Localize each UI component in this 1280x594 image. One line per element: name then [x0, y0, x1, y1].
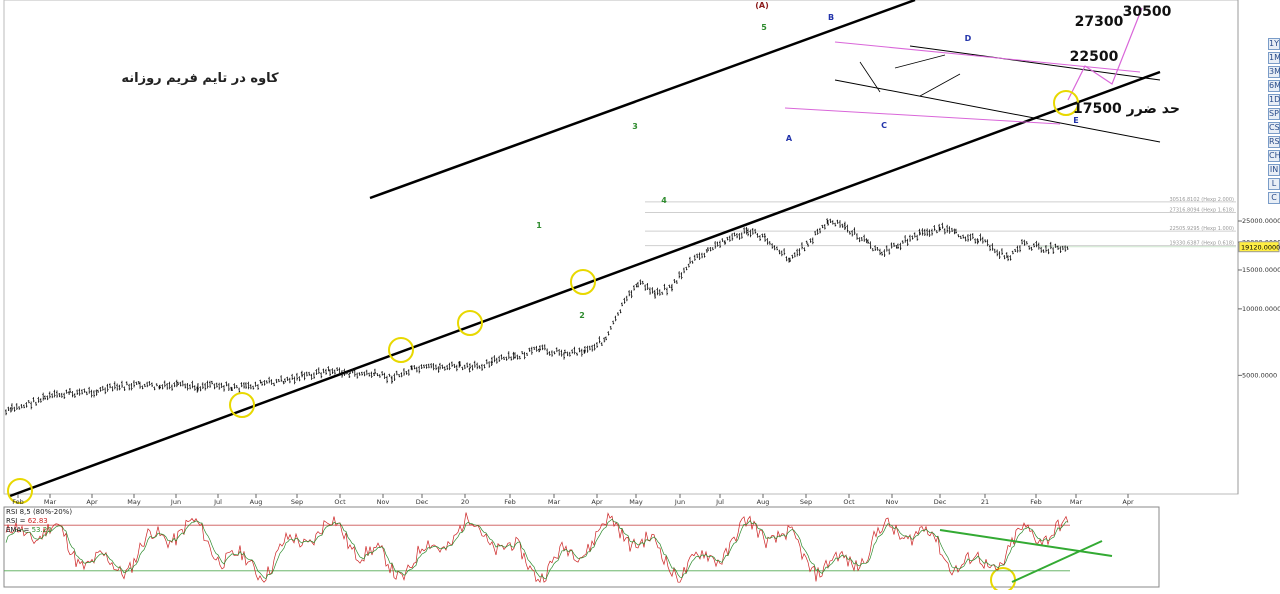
toolbar-button[interactable]: CH: [1268, 150, 1280, 162]
x-tick-label: Mar: [1070, 498, 1083, 506]
toolbar-button[interactable]: L: [1268, 178, 1280, 190]
toolbar-button[interactable]: IN: [1268, 164, 1280, 176]
wave-label: 4: [661, 196, 667, 205]
x-tick-label: Dec: [934, 498, 947, 506]
wave-label: D: [965, 34, 972, 43]
time-axis: Feb Mar Apr May Jun Jul Aug Sep Oct Nov Dec 20 Feb Ma…: [12, 494, 1134, 506]
toolbar-button[interactable]: RS: [1268, 136, 1280, 148]
current-price-label: 19120.0000: [1241, 244, 1280, 252]
wave-label: A: [786, 134, 793, 143]
price-axis: 25000.000020000.000015000.000010000.0000…: [1238, 217, 1280, 379]
x-tick-label: Aug: [757, 498, 770, 506]
x-tick-label: Jul: [715, 498, 724, 506]
target-label: 22500: [1070, 49, 1119, 65]
x-tick-label: Aug: [250, 498, 263, 506]
x-tick-label: Jul: [213, 498, 222, 506]
x-tick-label: Feb: [12, 498, 24, 506]
x-tick-label: Feb: [504, 498, 516, 506]
x-tick-label: Feb: [1030, 498, 1042, 506]
toolbar-button[interactable]: 1M: [1268, 52, 1280, 64]
target-label: 30500: [1123, 4, 1172, 20]
wave-label: 5: [761, 23, 767, 32]
toolbar-button[interactable]: 6M: [1268, 80, 1280, 92]
fib-label: 19330.6387 (Hexp 0.618): [1170, 241, 1235, 247]
x-tick-label: Mar: [548, 498, 561, 506]
target-label: 27300: [1075, 14, 1124, 30]
x-tick-label: 20: [461, 498, 469, 506]
x-tick-label: Sep: [800, 498, 812, 506]
x-tick-label: Mar: [44, 498, 57, 506]
chart-title: کاوه در تایم فریم روزانه: [121, 71, 279, 86]
toolbar-button[interactable]: C: [1268, 192, 1280, 204]
toolbar-button[interactable]: 1Y: [1268, 38, 1280, 50]
y-tick-label: 15000.0000: [1242, 266, 1280, 274]
x-tick-label: Jun: [674, 498, 685, 506]
wave-label: E: [1073, 116, 1078, 125]
wave-label: (A): [755, 1, 769, 10]
x-tick-label: Nov: [886, 498, 899, 506]
y-tick-label: 25000.0000: [1242, 217, 1280, 225]
toolbar-button[interactable]: SP: [1268, 108, 1280, 120]
toolbar-button[interactable]: 1D: [1268, 94, 1280, 106]
wave-label: C: [881, 121, 887, 130]
wave-label: 1: [536, 221, 542, 230]
ema-label: EMA = 53.20: [6, 526, 52, 534]
x-tick-label: May: [127, 498, 141, 506]
x-tick-label: Sep: [291, 498, 303, 506]
x-tick-label: Jun: [170, 498, 181, 506]
y-tick-label: 5000.0000: [1242, 371, 1277, 379]
rsi-plot-frame: [4, 507, 1159, 587]
wave-label: 2: [579, 311, 585, 320]
rsi-title: RSI 8,5 (80%-20%): [6, 508, 72, 516]
x-tick-label: 21: [981, 498, 989, 506]
x-tick-label: Apr: [86, 498, 98, 506]
x-tick-label: May: [629, 498, 643, 506]
wave-label: 3: [632, 122, 638, 131]
x-tick-label: Oct: [843, 498, 855, 506]
x-tick-label: Apr: [591, 498, 603, 506]
wave-label: B: [828, 13, 834, 22]
rsi-label: RSI = 62.83: [6, 517, 48, 525]
y-tick-label: 10000.0000: [1242, 305, 1280, 313]
x-tick-label: Oct: [334, 498, 346, 506]
toolbar-button[interactable]: CS: [1268, 122, 1280, 134]
x-tick-label: Dec: [416, 498, 429, 506]
x-tick-label: Apr: [1122, 498, 1134, 506]
fib-label: 27316.8094 (Hexp 1.618): [1170, 207, 1235, 213]
target-label: 17500 حد ضرر: [1073, 101, 1180, 117]
fib-label: 22505.9295 (Hexp 1.000): [1170, 226, 1235, 232]
x-tick-label: Nov: [377, 498, 390, 506]
fib-label: 30516.8102 (Hexp 2.000): [1170, 197, 1235, 203]
toolbar-button[interactable]: 3M: [1268, 66, 1280, 78]
